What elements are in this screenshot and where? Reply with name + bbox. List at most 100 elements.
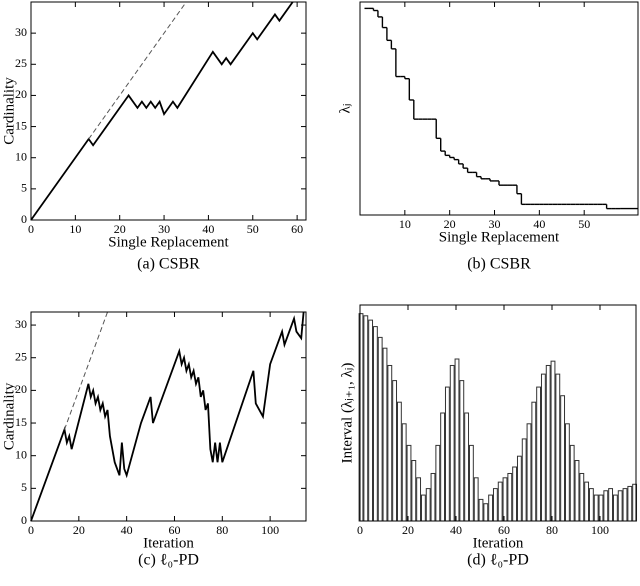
interval-bar <box>430 472 436 522</box>
interval-bar <box>444 386 450 522</box>
interval-bar <box>464 412 470 522</box>
interval-bar <box>435 444 441 522</box>
x-tick-label: 20 <box>444 217 456 231</box>
x-tick-label: 100 <box>261 523 279 537</box>
caption: (a) CSBR <box>137 256 200 273</box>
interval-bar <box>536 386 542 522</box>
y-tick-label: 5 <box>21 480 27 494</box>
x-tick-label: 30 <box>158 222 170 236</box>
interval-bar <box>401 423 407 522</box>
x-axis-label: Single Replacement <box>439 229 560 245</box>
data-line <box>64 311 108 430</box>
interval-bar <box>497 481 503 522</box>
interval-bar <box>387 364 393 522</box>
y-axis-label: Interval (λⱼ₊₁, λⱼ) <box>339 363 355 464</box>
interval-bar <box>492 488 498 522</box>
caption: (d) ℓ₀-PD <box>467 552 529 569</box>
x-tick-label: 40 <box>533 217 545 231</box>
x-tick-label: 40 <box>202 222 214 236</box>
x-tick-label: 40 <box>450 523 462 537</box>
interval-bar <box>627 485 633 522</box>
x-tick-label: 10 <box>399 217 411 231</box>
interval-bar <box>406 444 412 522</box>
x-tick-label: 0 <box>28 222 34 236</box>
x-tick-label: 80 <box>216 523 228 537</box>
interval-bar <box>569 444 575 522</box>
x-axis-label: Single Replacement <box>108 234 229 250</box>
x-tick-label: 60 <box>168 523 180 537</box>
interval-bar <box>488 494 494 522</box>
interval-bar <box>411 460 417 522</box>
interval-bar <box>425 488 431 522</box>
y-axis-label: Cardinality <box>1 382 17 450</box>
y-tick-label: 15 <box>15 118 27 132</box>
interval-bar <box>416 477 422 522</box>
interval-bar <box>540 373 546 522</box>
x-tick-label: 100 <box>591 523 609 537</box>
x-tick-label: 10 <box>69 222 81 236</box>
interval-bar <box>526 423 532 522</box>
interval-bar <box>545 364 551 522</box>
x-tick-label: 20 <box>73 523 85 537</box>
interval-bar <box>531 401 537 522</box>
interval-bar <box>516 455 522 522</box>
interval-bar <box>622 488 628 522</box>
x-tick-label: 20 <box>402 523 414 537</box>
interval-bar <box>512 466 518 522</box>
interval-bar <box>603 490 609 522</box>
interval-bar <box>449 364 455 522</box>
y-tick-label: 20 <box>15 87 27 101</box>
interval-bar <box>392 380 398 522</box>
x-tick-label: 60 <box>498 523 510 537</box>
interval-bar <box>454 358 460 522</box>
interval-bar <box>377 336 383 522</box>
interval-bar <box>617 490 623 522</box>
x-tick-label: 0 <box>28 523 34 537</box>
interval-bar <box>368 319 374 522</box>
interval-bar <box>574 460 580 522</box>
interval-bar <box>507 472 513 522</box>
y-tick-label: 30 <box>15 317 27 331</box>
x-tick-label: 0 <box>357 523 363 537</box>
x-axis-label: Iteration <box>473 535 524 551</box>
x-tick-label: 40 <box>121 523 133 537</box>
interval-bar <box>550 360 556 522</box>
x-tick-label: 20 <box>114 222 126 236</box>
axes-frame <box>30 311 307 522</box>
y-axis-label: λⱼ <box>337 104 353 114</box>
interval-bar <box>372 326 378 522</box>
x-tick-label: 80 <box>546 523 558 537</box>
y-tick-label: 10 <box>15 149 27 163</box>
interval-bar <box>420 494 426 522</box>
caption: (c) ℓ₀-PD <box>138 552 199 569</box>
axes-frame <box>359 304 637 522</box>
axes-frame <box>30 1 307 221</box>
interval-bar <box>396 401 402 522</box>
interval-bar <box>440 412 446 522</box>
y-tick-label: 15 <box>15 415 27 429</box>
y-tick-label: 10 <box>15 447 27 461</box>
interval-bar <box>560 395 566 522</box>
y-tick-label: 20 <box>15 382 27 396</box>
data-line <box>30 1 294 221</box>
interval-bar <box>502 477 508 522</box>
x-tick-label: 30 <box>489 217 501 231</box>
y-axis-label: Cardinality <box>1 77 17 145</box>
interval-bar <box>521 438 527 522</box>
axes-frame <box>359 1 639 216</box>
interval-bar <box>459 380 465 522</box>
y-tick-label: 0 <box>21 212 27 226</box>
y-tick-label: 25 <box>15 56 27 70</box>
y-tick-label: 0 <box>21 513 27 527</box>
caption: (b) CSBR <box>467 256 531 273</box>
x-tick-label: 50 <box>578 217 590 231</box>
data-line <box>30 311 305 522</box>
interval-bar <box>382 347 388 522</box>
x-tick-label: 50 <box>247 222 259 236</box>
interval-bar <box>363 315 369 522</box>
interval-bar <box>483 503 489 522</box>
x-axis-label: Iteration <box>143 535 194 551</box>
interval-bar <box>579 472 585 522</box>
interval-bar <box>612 494 618 522</box>
